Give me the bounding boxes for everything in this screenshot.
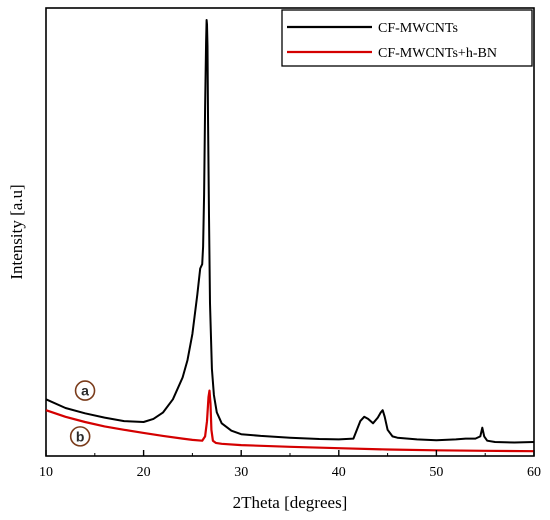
annotation-label-a: a (81, 383, 89, 399)
x-tick-label: 60 (527, 465, 541, 480)
annotation-circle-b (69, 426, 91, 447)
legend-label-cf-mwcnts: CF-MWCNTs (378, 21, 458, 36)
x-tick-label: 10 (39, 465, 53, 480)
legend: CF-MWCNTs CF-MWCNTs+h-BN (281, 9, 533, 67)
x-tick-label: 20 (137, 465, 151, 480)
legend-label-cf-mwcnts-hbn: CF-MWCNTs+h-BN (378, 46, 497, 61)
x-tick-label: 40 (332, 465, 346, 480)
annotation-label-b: b (76, 428, 85, 444)
y-axis-label: Intensity [a.u] (7, 184, 26, 279)
annotation-layer: ab (69, 380, 96, 447)
series-line-1 (45, 389, 535, 453)
x-axis-ticks: 10 20 30 40 50 60 (39, 450, 541, 480)
series-layer (45, 19, 535, 453)
plot-area (45, 7, 535, 457)
x-tick-label: 50 (429, 465, 443, 480)
plot-frame (45, 7, 535, 457)
annotation-circle-a (74, 380, 96, 401)
series-line-0 (45, 19, 535, 444)
x-axis-label: 2Theta [degrees] (233, 493, 348, 512)
x-tick-label: 30 (234, 465, 248, 480)
legend-box (281, 9, 533, 67)
